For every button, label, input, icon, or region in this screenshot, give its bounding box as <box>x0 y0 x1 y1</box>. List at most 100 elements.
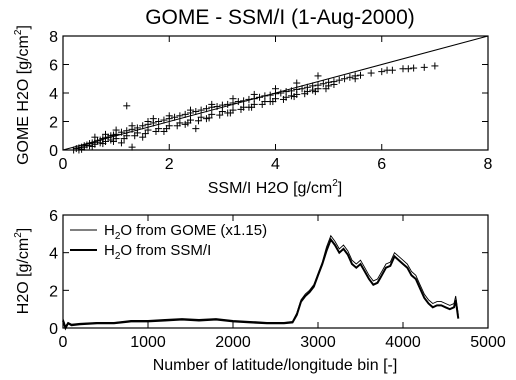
scatter-x-tick-label: 0 <box>59 156 68 173</box>
line-y-tick-label: 0 <box>49 321 58 338</box>
scatter-point <box>131 132 139 140</box>
scatter-point <box>341 75 349 83</box>
scatter-point <box>234 98 242 106</box>
scatter-point <box>224 100 232 108</box>
scatter-point <box>187 106 194 114</box>
scatter-point <box>335 76 343 84</box>
line-x-tick-label: 5000 <box>470 334 506 351</box>
scatter-point <box>144 118 152 125</box>
scatter-point <box>258 100 266 108</box>
scatter-point <box>208 100 216 108</box>
scatter-y-tick-label: 8 <box>49 29 58 46</box>
scatter-point <box>420 63 428 71</box>
scatter-point <box>78 145 86 153</box>
scatter-panel: 0 2 4 6 8 0 2 4 6 8 SSM/I H2O [g/cm2] GOME H2O [… <box>13 25 493 197</box>
scatter-point <box>165 112 173 120</box>
scatter-point <box>128 143 136 151</box>
scatter-point <box>330 80 338 88</box>
series-line-ssmi <box>62 237 460 331</box>
scatter-point <box>226 109 234 117</box>
scatter-y-ticks: 0 2 4 6 8 <box>49 29 488 160</box>
scatter-point <box>367 69 375 77</box>
line-plot-frame <box>62 214 489 329</box>
scatter-point <box>279 95 287 103</box>
scatter-point <box>378 68 386 76</box>
scatter-point <box>431 62 439 70</box>
scatter-point <box>237 105 245 113</box>
line-y-ticks: 0 2 4 6 <box>49 208 488 338</box>
scatter-point <box>311 88 319 96</box>
line-y-tick-label: 6 <box>49 208 58 225</box>
legend: H2O from GOME (x1.15) H2O from SSM/I <box>70 222 267 262</box>
chart-title: GOME - SSM/I (1-Aug-2000) <box>145 6 415 29</box>
scatter-point <box>163 125 171 133</box>
scatter-point <box>208 110 216 118</box>
line-y-tick-label: 2 <box>49 283 58 300</box>
scatter-point <box>346 73 354 81</box>
scatter-point <box>112 126 120 134</box>
scatter-point <box>322 85 330 93</box>
scatter-point <box>293 79 301 87</box>
scatter-point <box>383 66 391 74</box>
scatter-point <box>319 80 327 88</box>
scatter-point <box>123 102 131 110</box>
scatter-point <box>173 122 181 130</box>
scatter-point <box>269 98 277 106</box>
legend-label-gome: H2O from GOME (x1.15) <box>104 222 267 242</box>
scatter-point <box>99 140 107 148</box>
scatter-point <box>109 137 117 145</box>
scatter-y-tick-label: 2 <box>49 115 58 132</box>
scatter-point <box>218 108 226 116</box>
scatter-point <box>404 65 412 73</box>
scatter-point <box>229 95 237 103</box>
scatter-point <box>91 133 99 141</box>
scatter-x-tick-label: 4 <box>271 156 280 173</box>
line-x-tick-label: 2000 <box>215 334 251 351</box>
scatter-point <box>149 115 157 123</box>
line-x-tick-label: 4000 <box>385 334 421 351</box>
scatter-point <box>301 90 309 98</box>
scatter-point <box>272 85 279 93</box>
scatter-point <box>314 72 322 80</box>
scatter-point <box>197 113 205 121</box>
scatter-point <box>248 103 256 111</box>
scatter-x-ticks: 0 2 4 6 8 <box>59 36 493 173</box>
scatter-x-tick-label: 6 <box>377 156 386 173</box>
scatter-y-tick-label: 6 <box>49 58 58 75</box>
scatter-y-tick-label: 0 <box>49 143 58 160</box>
legend-label-ssmi: H2O from SSM/I <box>104 242 211 262</box>
scatter-point <box>216 111 224 119</box>
scatter-point <box>141 130 149 138</box>
scatter-point <box>139 133 147 141</box>
scatter-point <box>205 114 213 122</box>
scatter-point <box>192 125 200 133</box>
one-to-one-line <box>62 35 489 151</box>
scatter-point <box>152 127 160 135</box>
line-x-tick-label: 3000 <box>300 334 336 351</box>
scatter-point <box>277 89 285 97</box>
scatter-point <box>120 135 128 143</box>
line-y-axis-label: H2O [g/cm2] <box>13 228 32 314</box>
scatter-x-tick-label: 2 <box>165 156 174 173</box>
scatter-x-axis-label: SSM/I H2O [g/cm2] <box>208 178 342 197</box>
scatter-point <box>410 64 418 72</box>
scatter-points <box>70 62 439 154</box>
line-y-tick-label: 4 <box>49 246 58 263</box>
scatter-point <box>357 71 364 79</box>
scatter-point <box>128 122 136 130</box>
line-x-tick-label: 1000 <box>130 334 166 351</box>
scatter-y-axis-label: GOME H2O [g/cm2] <box>13 25 32 165</box>
scatter-point <box>250 90 258 98</box>
scatter-point <box>117 139 125 147</box>
scatter-y-tick-label: 4 <box>49 86 58 103</box>
line-x-axis-label: Number of latitude/longitude bin [-] <box>153 357 398 374</box>
scatter-point <box>351 75 359 83</box>
line-x-ticks: 0 1000 2000 3000 4000 5000 <box>59 215 506 351</box>
scatter-point <box>184 119 192 127</box>
scatter-point <box>290 93 298 101</box>
scatter-point <box>88 142 96 150</box>
scatter-point <box>102 130 109 138</box>
scatter-x-tick-label: 8 <box>484 156 493 173</box>
scatter-point <box>194 117 202 125</box>
